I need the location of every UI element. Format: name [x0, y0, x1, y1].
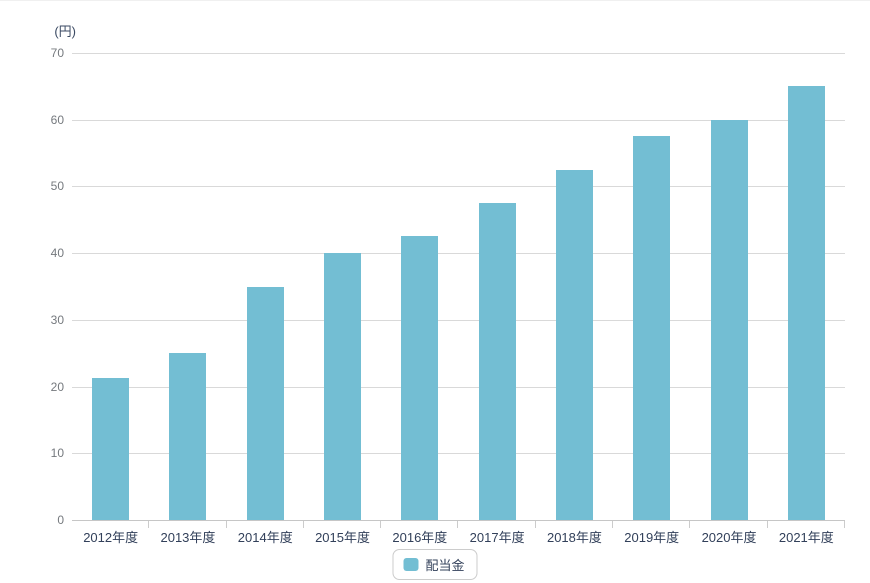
bar — [633, 136, 671, 520]
x-axis-label: 2019年度 — [624, 530, 680, 545]
gridline — [72, 453, 845, 455]
bar — [324, 253, 362, 520]
x-axis-labels: 2012年度 2013年度 2014年度 2015年度 2016年度 2017年度 2018… — [72, 525, 845, 546]
bar-slot — [227, 53, 304, 520]
bar — [710, 119, 748, 520]
y-axis-tick-label: 40 — [50, 246, 64, 261]
y-axis-tick-label: 50 — [50, 179, 64, 194]
y-axis-unit-label: (円) — [54, 24, 76, 39]
y-axis-tick-label: 60 — [50, 112, 64, 127]
plot-area — [72, 53, 845, 521]
y-axis-tick-label: 20 — [50, 379, 64, 394]
x-axis-label: 2013年度 — [160, 530, 216, 545]
legend-item-dividend[interactable]: 配当金 — [392, 549, 478, 580]
bar — [246, 286, 284, 520]
x-axis-label: 2015年度 — [315, 530, 370, 545]
bar — [787, 86, 825, 520]
y-axis-labels: 0 10 20 30 40 50 60 70 — [0, 46, 64, 527]
x-axis-tick — [227, 521, 304, 528]
x-axis-tick — [458, 521, 536, 528]
legend-label: 配当金 — [425, 558, 465, 573]
x-axis-label: 2017年度 — [469, 530, 525, 545]
x-axis-label: 2014年度 — [237, 530, 293, 545]
x-axis-tick — [613, 521, 691, 528]
gridline — [72, 386, 845, 388]
gridline — [72, 319, 845, 321]
bar — [478, 203, 516, 520]
y-axis-tick-label: 10 — [50, 446, 64, 461]
bar-slot — [72, 53, 149, 520]
x-axis-label: 2012年度 — [83, 530, 139, 545]
bar — [401, 236, 439, 520]
y-axis-tick-label: 30 — [50, 312, 64, 327]
bar-slot — [690, 53, 767, 520]
bar — [169, 353, 207, 520]
gridline — [72, 186, 845, 188]
bar — [92, 378, 130, 520]
bar-slot — [768, 53, 845, 520]
bar-slot — [458, 53, 535, 520]
x-axis-tick — [304, 521, 382, 528]
x-axis-tick — [72, 521, 150, 528]
x-axis-label: 2021年度 — [778, 530, 834, 545]
x-axis-tick — [536, 521, 614, 528]
gridline — [72, 53, 845, 54]
y-axis-tick-label: 70 — [50, 46, 64, 60]
bar-slot — [381, 53, 458, 520]
gridline — [72, 253, 845, 255]
bars-row — [72, 53, 845, 520]
x-axis-tick — [381, 521, 459, 528]
x-axis-tick — [149, 521, 227, 528]
bar-slot — [304, 53, 381, 520]
x-axis-label: 2020年度 — [701, 530, 757, 545]
x-axis-tick — [690, 521, 768, 528]
x-axis-label: 2016年度 — [392, 530, 448, 545]
bar-slot — [613, 53, 690, 520]
gridline — [72, 119, 845, 121]
x-axis-tick — [768, 521, 845, 528]
y-axis-tick-label: 0 — [57, 513, 64, 527]
bar-slot — [536, 53, 613, 520]
bar — [555, 169, 593, 520]
x-axis-label: 2018年度 — [546, 530, 602, 545]
legend-swatch — [403, 558, 419, 571]
bar-slot — [149, 53, 226, 520]
x-axis-ticks — [72, 521, 845, 528]
